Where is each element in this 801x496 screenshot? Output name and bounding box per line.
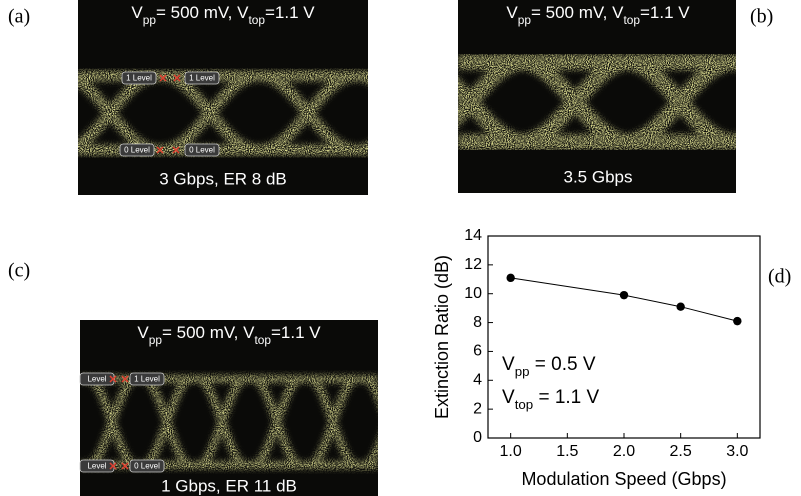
panel-label: (d) [768, 266, 791, 288]
level-marker-label: 1 Level [189, 74, 215, 83]
subscript: top [515, 397, 534, 412]
subscript: pp [515, 364, 530, 379]
eye-transition [362, 437, 378, 469]
x-tick-label: 1.5 [556, 443, 578, 460]
level-marker-label: Level [87, 462, 106, 471]
y-tick-label: 10 [464, 285, 482, 302]
y-tick-label: 14 [464, 227, 482, 244]
level-marker-label: 1 Level [134, 375, 160, 384]
text-part: = 1.1 V [533, 387, 599, 408]
level-marker [129, 372, 165, 386]
eye-caption: 3 Gbps, ER 8 dB [159, 169, 287, 188]
data-line [510, 277, 738, 322]
text-part: =1.1 V [640, 3, 690, 22]
level-marker [184, 143, 220, 157]
eye-transition [356, 141, 368, 156]
eye-transition [259, 70, 357, 156]
text-part: V [131, 3, 143, 22]
x-tick-label: 3.0 [726, 443, 748, 460]
data-point [733, 316, 742, 326]
level-marker-label: Level [87, 375, 106, 384]
y-axis-label: Extinction Ratio (dB) [432, 255, 452, 419]
level-marker [129, 459, 165, 473]
eye-header: Vpp= 500 mV, Vtop=1.1 V [137, 323, 321, 347]
x-tick-label: 1.0 [500, 443, 522, 460]
eye-caption: 3.5 Gbps [564, 167, 633, 186]
panel-label: (c) [8, 260, 30, 282]
panel-label: (a) [8, 6, 30, 28]
cursor-mark [121, 462, 129, 470]
subscript: pp [149, 333, 163, 347]
y-tick-label: 12 [464, 256, 482, 273]
subscript: top [248, 13, 265, 27]
level-marker-label: 1 Level [126, 74, 152, 83]
y-tick-label: 4 [473, 372, 482, 389]
eye-traces [458, 54, 736, 150]
x-axis-label: Modulation Speed (Gbps) [521, 469, 726, 489]
eye-header: Vpp= 500 mV, Vtop=1.1 V [131, 3, 315, 27]
text-part: V [502, 387, 515, 408]
eye-transition [196, 375, 248, 469]
eye-transition [458, 76, 527, 150]
eye-transition [356, 70, 368, 85]
panel-label: (b) [750, 6, 773, 28]
eye-transition [728, 133, 736, 150]
eye-transition [362, 375, 378, 407]
eye-transition [307, 375, 359, 469]
text-part: = 500 mV, V [162, 323, 255, 342]
cursor-mark [156, 146, 164, 154]
y-tick-label: 6 [473, 343, 482, 360]
data-point [619, 290, 629, 300]
text-part: =1.1 V [265, 3, 315, 22]
eye-transition [518, 54, 632, 150]
eye-header: Vpp= 500 mV, Vtop=1.1 V [506, 3, 690, 27]
y-tick-label: 0 [473, 429, 482, 446]
subscript: pp [143, 13, 157, 27]
level-marker [119, 143, 155, 157]
data-point [676, 302, 685, 311]
text-part: = 500 mV, V [156, 3, 249, 22]
cursor-mark [121, 375, 129, 383]
cursor-mark [173, 74, 181, 82]
cursor-mark [159, 74, 167, 82]
text-part: V [137, 323, 149, 342]
level-marker [121, 71, 157, 85]
subscript: top [254, 333, 271, 347]
level-marker-label: 0 Level [189, 146, 215, 155]
text-part: = 500 mV, V [531, 3, 624, 22]
y-tick-label: 2 [473, 400, 482, 417]
annotation: Vpp = 0.5 V [502, 354, 596, 379]
text-part: = 0.5 V [529, 354, 595, 375]
cursor-mark [109, 462, 117, 470]
subscript: top [623, 13, 640, 27]
cursor-mark [109, 375, 117, 383]
subscript: pp [518, 13, 532, 27]
text-part: V [502, 354, 515, 375]
data-point [506, 273, 515, 283]
level-marker-label: 0 Level [134, 462, 160, 471]
level-marker [184, 71, 220, 85]
y-tick-label: 8 [473, 314, 482, 331]
text-part: V [506, 3, 518, 22]
eye-transition [251, 375, 303, 469]
level-marker-label: 0 Level [124, 146, 150, 155]
x-tick-label: 2.5 [670, 443, 692, 460]
eye-transition [623, 54, 736, 150]
cursor-mark [172, 146, 180, 154]
eye-transition [728, 54, 736, 71]
annotation: Vtop = 1.1 V [502, 387, 600, 412]
x-tick-label: 2.0 [613, 443, 635, 460]
eye-transition [161, 70, 259, 156]
eye-caption: 1 Gbps, ER 11 dB [161, 476, 297, 495]
text-part: =1.1 V [271, 323, 321, 342]
